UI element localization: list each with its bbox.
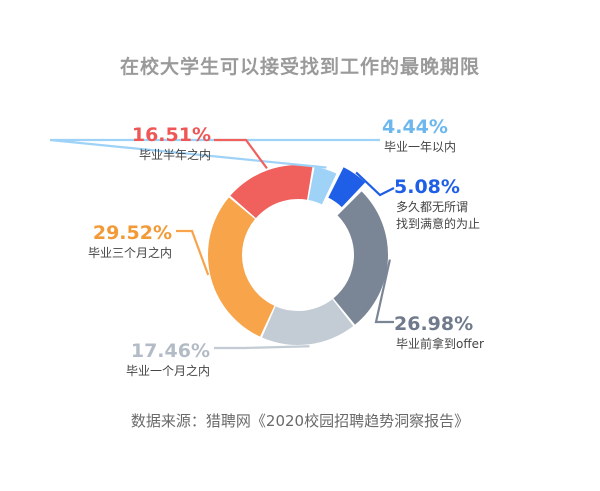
- leader-line-5: [176, 229, 210, 276]
- slice-category-label-6: 毕业半年之内: [139, 148, 211, 162]
- donut-slice-6: [230, 164, 313, 219]
- chart-title: 在校大学生可以接受找到工作的最晚期限: [119, 56, 480, 78]
- slice-value-label-1: 4.44%: [382, 116, 448, 138]
- slice-value-label-6: 16.51%: [132, 124, 211, 146]
- source-note: 数据来源：猎聘网《2020校园招聘趋势洞察报告》: [130, 412, 470, 430]
- donut-slice-5: [207, 197, 275, 337]
- leader-line-2: [355, 171, 395, 197]
- slice-category-label-2-line-2: 找到满意的为止: [396, 216, 480, 231]
- leader-line-3: [374, 259, 394, 324]
- slice-value-label-4: 17.46%: [131, 340, 210, 362]
- leader-line-6: [214, 138, 268, 170]
- slice-value-label-3: 26.98%: [394, 313, 473, 335]
- slice-category-label-5: 毕业三个月之内: [88, 246, 172, 260]
- slice-category-label-2-line-1: 多久都无所谓: [396, 200, 468, 214]
- donut-slice-2: [328, 167, 366, 208]
- slice-value-label-5: 29.52%: [93, 222, 172, 244]
- slice-category-label-1: 毕业一年以内: [384, 140, 456, 154]
- slices-layer: [207, 164, 389, 345]
- slice-category-label-4: 毕业一个月之内: [126, 364, 210, 378]
- donut-slice-1: [308, 166, 337, 205]
- slice-value-label-2: 5.08%: [394, 176, 460, 198]
- slice-category-label-3: 毕业前拿到offer: [396, 336, 484, 351]
- donut-slice-3: [333, 191, 389, 325]
- leader-line-4: [214, 345, 310, 350]
- leader-line-1: [49, 138, 380, 169]
- leader-lines-layer: [49, 138, 395, 350]
- donut-slice-4: [262, 299, 354, 345]
